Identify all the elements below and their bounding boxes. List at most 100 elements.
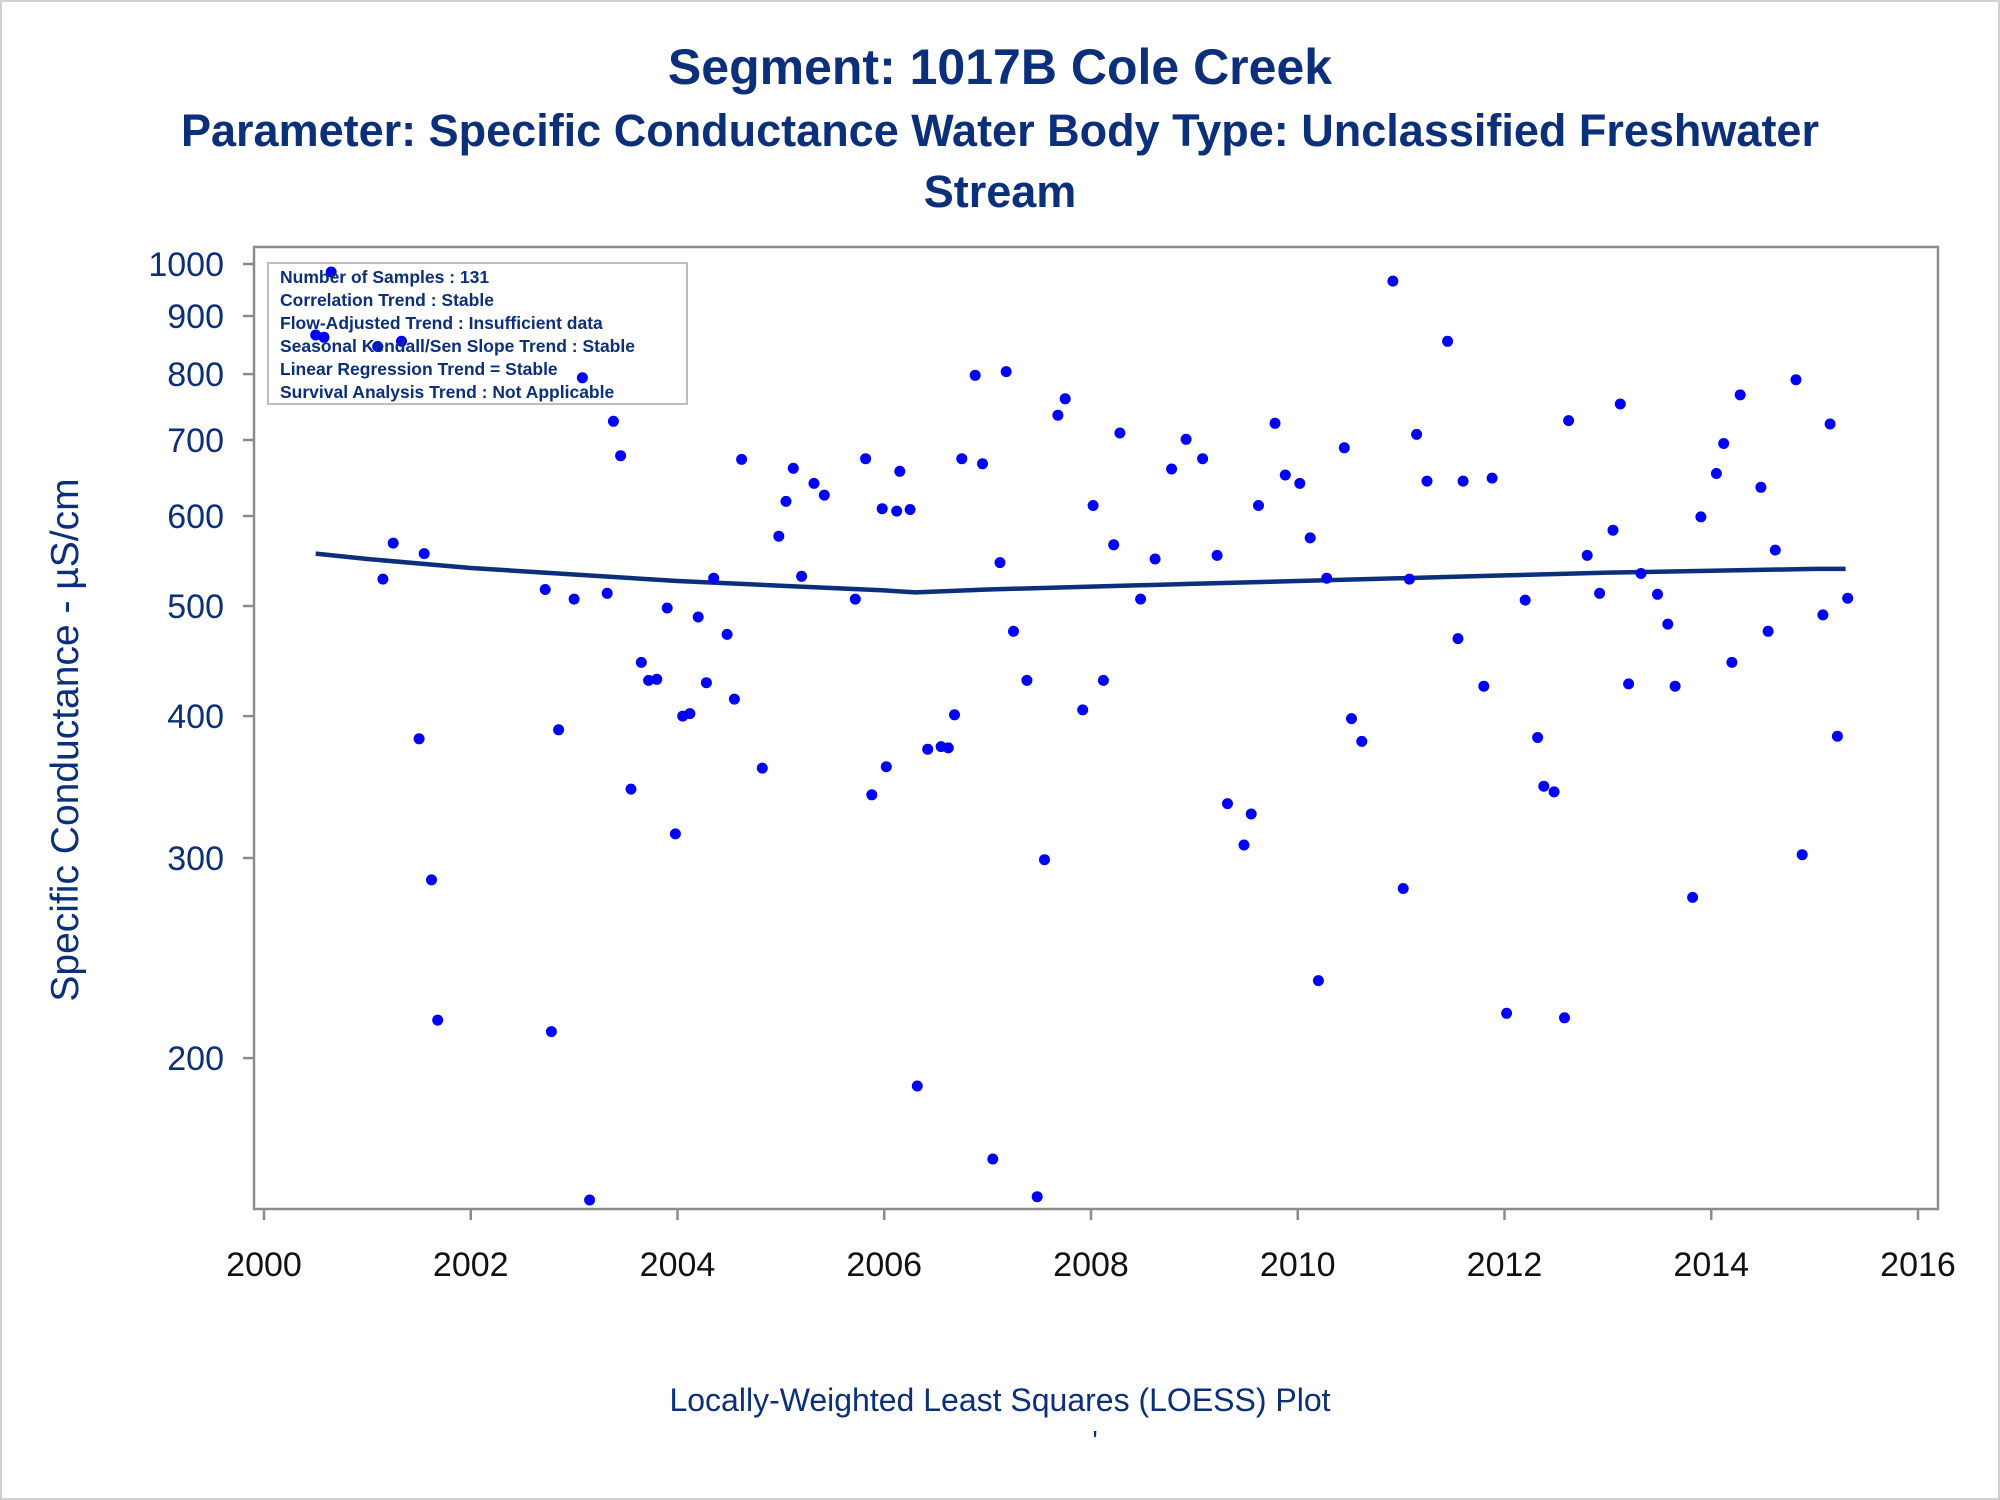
data-point xyxy=(584,1194,596,1206)
x-tick-label: 2002 xyxy=(433,1246,509,1284)
data-point xyxy=(377,573,389,585)
data-point xyxy=(545,1026,557,1038)
data-point xyxy=(1607,524,1619,536)
data-point xyxy=(1059,393,1071,405)
data-point xyxy=(1769,544,1781,556)
data-point xyxy=(1652,588,1663,600)
data-point xyxy=(1442,335,1454,347)
data-point xyxy=(808,477,820,489)
data-point xyxy=(1312,975,1324,987)
x-tick-label: 2010 xyxy=(1260,1246,1336,1284)
x-tick-label: 2006 xyxy=(846,1246,922,1284)
data-point xyxy=(1478,680,1490,692)
data-point xyxy=(956,453,968,465)
data-point xyxy=(1831,730,1843,742)
stats-line: Linear Regression Trend = Stable xyxy=(280,359,558,379)
data-point xyxy=(1563,415,1575,427)
data-point xyxy=(904,504,916,515)
stats-line: Correlation Trend : Stable xyxy=(280,290,494,310)
loess-curve xyxy=(315,551,1846,595)
x-tick-label: 2014 xyxy=(1673,1246,1749,1284)
data-point xyxy=(1457,475,1469,487)
data-point xyxy=(1538,780,1550,792)
data-point xyxy=(325,266,337,278)
y-tick-label: 900 xyxy=(167,298,224,336)
data-point xyxy=(1532,732,1544,743)
data-point xyxy=(1077,704,1089,716)
x-axis: 2000 2002 2004 2006 2008 2010 2012 2014 2016 xyxy=(226,1209,1956,1284)
data-point xyxy=(426,874,437,886)
x-tick-label: 2000 xyxy=(226,1246,302,1284)
data-point xyxy=(721,628,733,640)
data-point xyxy=(413,733,425,745)
data-point xyxy=(1817,609,1829,621)
data-point xyxy=(994,557,1006,569)
data-point xyxy=(1710,468,1722,479)
stats-line: Number of Samples : 131 xyxy=(280,267,489,287)
data-point xyxy=(1008,625,1019,637)
data-point xyxy=(1135,593,1147,605)
x-tick-label: 2016 xyxy=(1880,1246,1956,1284)
data-point xyxy=(1734,389,1746,401)
data-point xyxy=(1304,532,1316,544)
data-point xyxy=(911,1080,923,1092)
data-point xyxy=(969,369,981,381)
data-point xyxy=(553,724,565,736)
data-point xyxy=(661,602,673,614)
data-point xyxy=(880,761,892,773)
y-tick-label: 700 xyxy=(167,422,224,460)
data-point xyxy=(576,372,588,384)
data-point xyxy=(1755,481,1767,493)
data-point xyxy=(1387,275,1399,287)
data-point xyxy=(1796,849,1808,861)
data-point xyxy=(1222,798,1233,810)
data-point xyxy=(1245,808,1257,820)
data-point xyxy=(625,783,637,795)
data-point xyxy=(1356,735,1368,747)
data-point xyxy=(1039,854,1050,866)
data-point xyxy=(728,693,740,705)
data-point xyxy=(818,489,830,501)
x-tick-label: 2004 xyxy=(640,1246,716,1284)
data-point xyxy=(651,673,663,685)
data-point xyxy=(700,677,712,689)
y-tick-label: 500 xyxy=(167,588,224,626)
data-point xyxy=(866,789,878,801)
stats-box: Number of Samples : 131 Correlation Trend… xyxy=(267,262,688,405)
data-point xyxy=(1581,549,1593,561)
y-axis: 1000 900 800 700 600 500 400 300 200 xyxy=(148,246,254,1078)
data-point xyxy=(736,453,748,465)
data-point xyxy=(1114,427,1126,439)
data-point xyxy=(1166,463,1178,475)
stats-line: Flow-Adjusted Trend : Insufficient data xyxy=(280,313,603,333)
data-point xyxy=(977,458,988,470)
data-point xyxy=(942,742,954,754)
data-point xyxy=(1614,398,1626,410)
data-point xyxy=(1695,511,1707,523)
loess-line xyxy=(315,551,1846,595)
data-point xyxy=(1411,428,1423,440)
data-point xyxy=(1726,656,1738,668)
y-tick-label: 1000 xyxy=(148,246,224,284)
data-point xyxy=(1052,409,1064,421)
data-point xyxy=(894,465,906,477)
data-point xyxy=(1403,573,1415,585)
chart-subtitle: Parameter: Specific Conductance Water Bo… xyxy=(181,105,1819,156)
data-point xyxy=(922,743,934,755)
data-point xyxy=(876,503,888,515)
data-point xyxy=(643,674,655,686)
data-point xyxy=(1548,786,1560,798)
data-point xyxy=(1397,883,1409,894)
y-tick-label: 600 xyxy=(167,498,224,536)
y-axis-label: Specific Conductance - µS/cm xyxy=(44,478,87,1001)
data-point xyxy=(1021,674,1033,686)
data-point xyxy=(1097,674,1109,686)
data-point xyxy=(1559,1012,1570,1024)
data-point xyxy=(1762,625,1774,637)
data-point xyxy=(1031,1191,1043,1203)
stats-line: Survival Analysis Trend : Not Applicable xyxy=(280,382,614,402)
data-point xyxy=(1087,500,1099,511)
data-point xyxy=(396,335,407,347)
data-point xyxy=(860,453,872,465)
data-point xyxy=(1594,587,1606,599)
